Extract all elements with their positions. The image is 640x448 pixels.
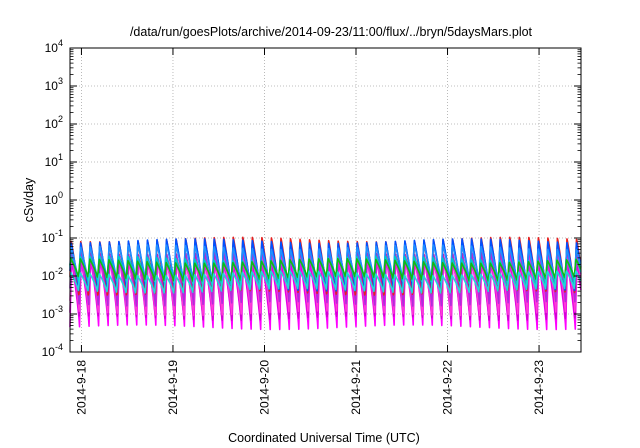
x-tick-label: 2014-9-21 — [349, 360, 363, 415]
series-line — [69, 270, 582, 294]
x-tick-label: 2014-9-23 — [532, 360, 546, 415]
y-tick-label: 10-3 — [42, 304, 63, 321]
x-tick-label: 2014-9-18 — [74, 360, 88, 415]
series-layer — [69, 236, 582, 331]
y-tick-labels: 10-4 10-3 10-2 10-1 100 101 102 103 104 — [42, 38, 63, 359]
x-axis-label: Coordinated Universal Time (UTC) — [228, 431, 420, 445]
y-tick-label: 104 — [45, 38, 63, 55]
chart-title: /data/run/goesPlots/archive/2014-09-23/1… — [130, 25, 533, 39]
series-line — [69, 257, 582, 282]
y-tick-label: 103 — [45, 76, 63, 93]
tick-marks — [70, 47, 581, 353]
y-tick-label: 100 — [45, 190, 63, 207]
y-tick-label: 102 — [45, 114, 63, 131]
x-tick-label: 2014-9-19 — [166, 360, 180, 415]
series-line — [69, 253, 582, 317]
x-tick-label: 2014-9-22 — [441, 360, 455, 415]
y-tick-label: 10-4 — [42, 342, 63, 359]
x-tick-labels: 2014-9-18 2014-9-19 2014-9-20 2014-9-21 2014… — [74, 360, 546, 415]
y-tick-label: 101 — [45, 152, 63, 169]
y-tick-label: 10-2 — [42, 266, 63, 283]
y-tick-label: 10-1 — [42, 228, 63, 245]
y-axis-label: cSv/day — [22, 177, 36, 222]
x-tick-label: 2014-9-20 — [257, 360, 271, 415]
